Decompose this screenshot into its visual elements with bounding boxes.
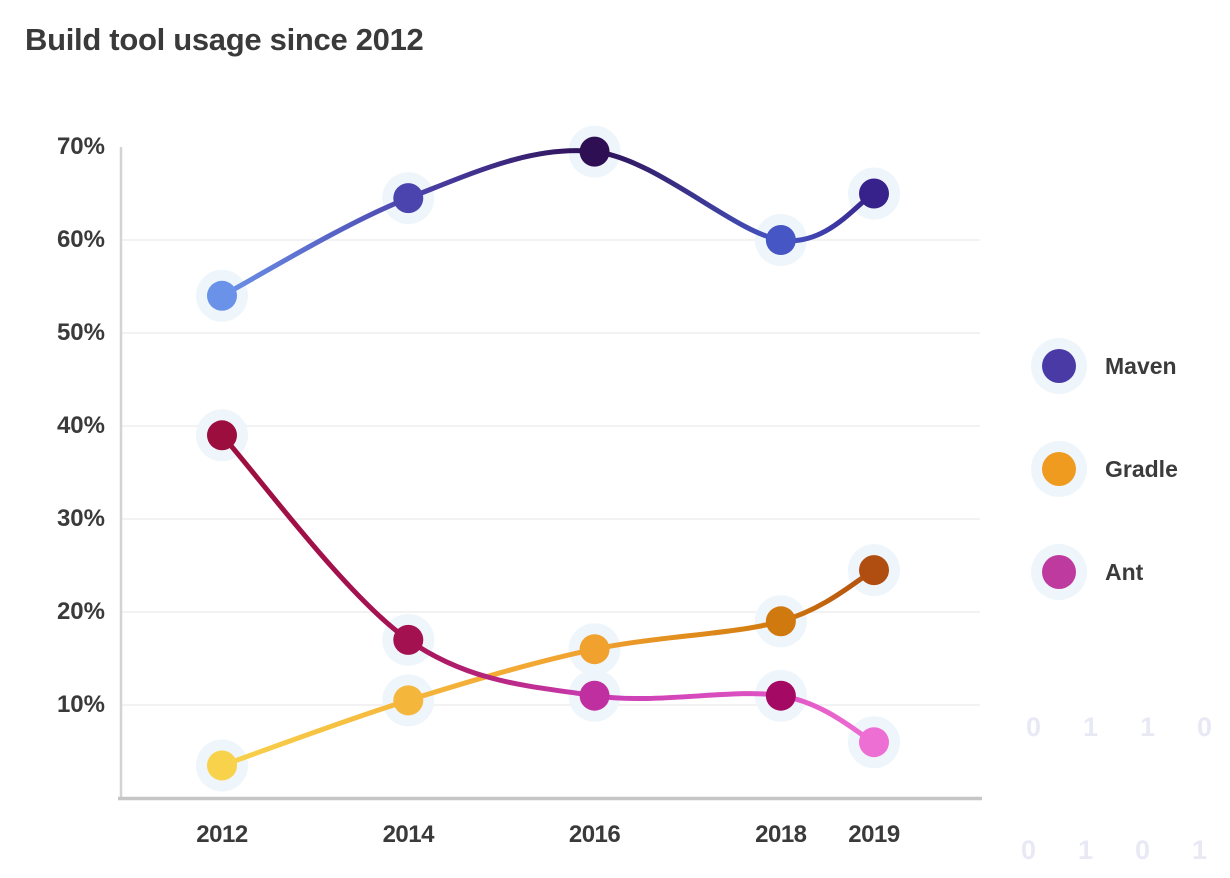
binary-digit: 0 — [1196, 712, 1213, 742]
x-tick-label-2014: 2014 — [382, 821, 435, 848]
x-tick-label-2019: 2019 — [848, 821, 900, 848]
ant-point-2018[interactable] — [765, 680, 796, 711]
maven-point-2018[interactable] — [765, 225, 796, 255]
gradle-point-2016[interactable] — [579, 634, 610, 665]
gradle-legend-label: Gradle — [1105, 455, 1178, 482]
maven-point-2019[interactable] — [859, 178, 889, 209]
legend-item-ant[interactable]: Ant — [1031, 544, 1178, 600]
y-tick-label-20: 20% — [56, 598, 105, 625]
ant-legend-label: Ant — [1105, 558, 1144, 585]
maven-legend-label: Maven — [1105, 352, 1177, 379]
page-title: Build tool usage since 2012 — [25, 22, 424, 57]
gradle-legend-halo — [1031, 441, 1087, 497]
binary-digit: 1 — [1139, 712, 1156, 742]
binary-digit: 0 — [1134, 835, 1151, 865]
ant-point-2019[interactable] — [859, 727, 889, 758]
y-tick-label-50: 50% — [56, 319, 105, 346]
ant-legend-dot — [1042, 555, 1076, 589]
legend-item-gradle[interactable]: Gradle — [1031, 441, 1178, 497]
gradle-legend-dot — [1042, 452, 1076, 486]
binary-digit: 1 — [1077, 835, 1094, 865]
legend-item-maven[interactable]: Maven — [1031, 338, 1178, 394]
y-tick-label-10: 10% — [56, 691, 105, 718]
x-tick-label-2016: 2016 — [568, 821, 621, 848]
maven-point-2016[interactable] — [579, 136, 610, 167]
y-tick-label-70: 70% — [56, 133, 105, 160]
maven-point-2014[interactable] — [393, 183, 424, 214]
y-tick-label-30: 30% — [56, 505, 105, 532]
maven-legend-halo — [1031, 338, 1087, 394]
ant-point-2016[interactable] — [579, 680, 610, 711]
binary-digit: 0 — [1020, 835, 1037, 865]
x-tick-label-2012: 2012 — [196, 821, 248, 848]
gradle-point-2019[interactable] — [859, 555, 889, 586]
gradle-point-2018[interactable] — [765, 606, 796, 637]
ant-point-2012[interactable] — [207, 420, 237, 451]
x-tick-label-2018: 2018 — [755, 821, 807, 848]
y-tick-label-60: 60% — [56, 226, 105, 253]
y-tick-label-40: 40% — [56, 412, 105, 439]
binary-digit: 1 — [1191, 835, 1208, 865]
maven-legend-dot — [1042, 349, 1076, 383]
chart-legend: Maven Gradle Ant — [1031, 338, 1178, 647]
ant-legend-halo — [1031, 544, 1087, 600]
binary-decoration-row: 0 1 0 1 — [1000, 835, 1228, 865]
maven-point-2012[interactable] — [207, 280, 237, 311]
binary-digit: 0 — [1025, 712, 1042, 742]
binary-decoration-row: 0 1 1 0 — [1005, 712, 1230, 742]
ant-point-2014[interactable] — [393, 624, 424, 655]
gradle-point-2012[interactable] — [207, 750, 237, 781]
gradle-point-2014[interactable] — [393, 685, 424, 716]
binary-digit: 1 — [1082, 712, 1099, 742]
